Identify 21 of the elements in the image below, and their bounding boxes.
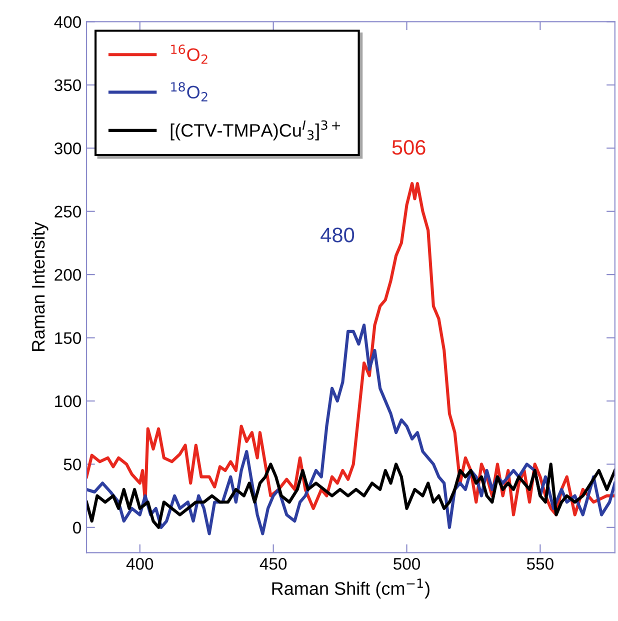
x-tick-label: 550 bbox=[526, 558, 554, 570]
x-tick-label: 400 bbox=[126, 558, 154, 570]
y-tick-label: 150 bbox=[55, 332, 82, 344]
y-tick-label: 400 bbox=[54, 16, 82, 28]
x-tick-label: 450 bbox=[260, 558, 287, 570]
y-tick-label: 50 bbox=[64, 458, 82, 470]
y-tick-label: 200 bbox=[54, 268, 82, 281]
y-tick-label: 250 bbox=[54, 206, 82, 218]
y-tick-label: 0 bbox=[73, 522, 82, 534]
x-tick-label: 500 bbox=[394, 558, 420, 570]
y-axis-title: Raman Intensity bbox=[31, 222, 48, 351]
annotation: 506 bbox=[392, 140, 426, 155]
legend-label: $^{16}$O$_{2}$ bbox=[171, 44, 208, 64]
y-tick-label: 300 bbox=[54, 142, 82, 154]
annotation: 480 bbox=[320, 228, 354, 242]
legend-label: [(CTV-TMPA)Cu$^{I}$$_{3}$]$^{3+}$ bbox=[170, 120, 340, 140]
x-axis-title: Raman Shift (cm$^{−1}$) bbox=[272, 578, 430, 599]
y-tick-label: 100 bbox=[55, 395, 82, 408]
line-series bbox=[86, 462, 615, 529]
legend-label: $^{18}$O$_{2}$ bbox=[171, 82, 208, 102]
y-tick-label: 350 bbox=[54, 79, 82, 92]
